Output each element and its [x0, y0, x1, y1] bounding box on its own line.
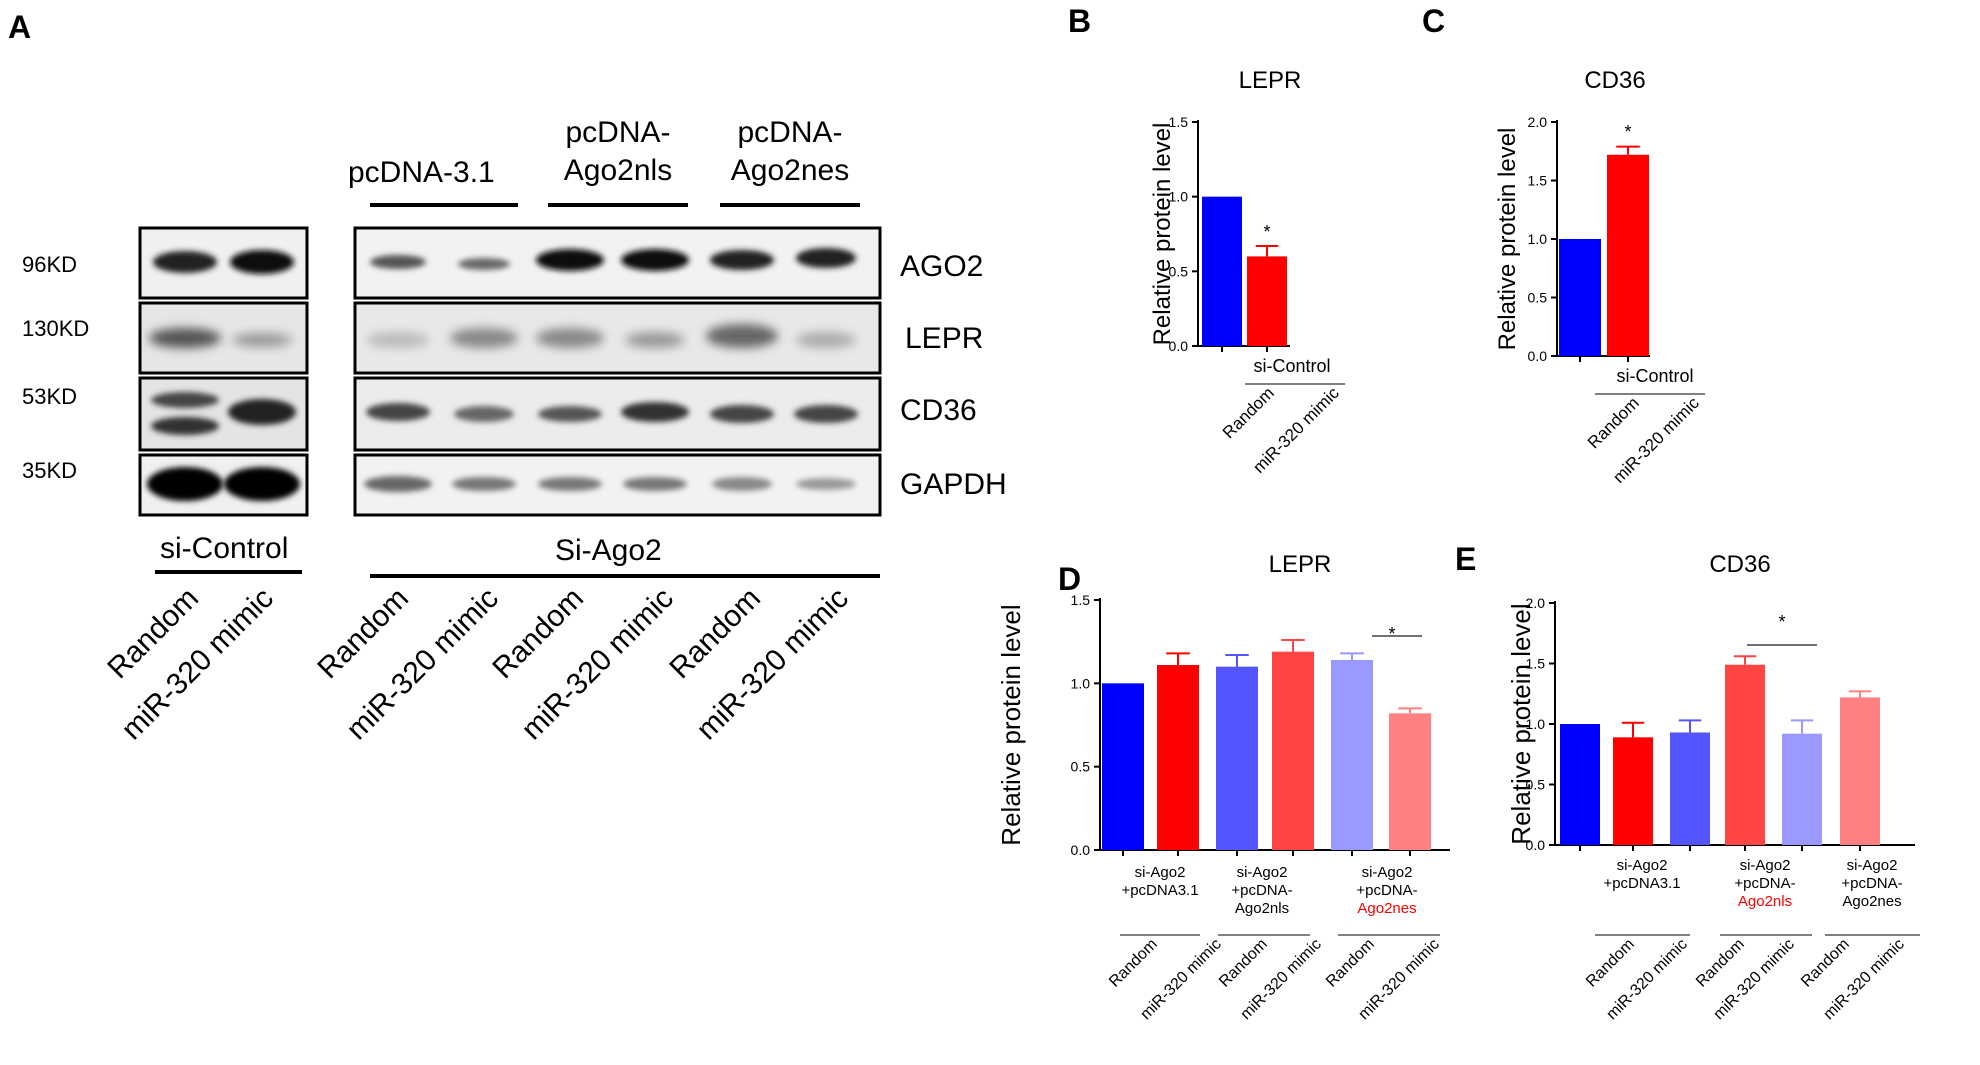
y-tick-label: 1.5 — [1526, 656, 1546, 672]
group-label: si-Control — [1616, 366, 1693, 386]
mw-label-96kd: 96KD — [22, 252, 77, 277]
category-label: Random — [1798, 936, 1853, 991]
y-tick-label: 0.0 — [1528, 348, 1548, 364]
mw-label-130kd: 130KD — [22, 316, 89, 341]
category-label: Random — [1219, 383, 1278, 442]
bar — [1613, 737, 1653, 845]
y-tick-label: 0.5 — [1528, 290, 1548, 306]
y-tick-label: 1.5 — [1169, 114, 1189, 130]
category-label: Random — [1106, 936, 1161, 991]
y-tick-label: 1.0 — [1169, 189, 1189, 205]
bar — [1157, 665, 1199, 850]
significance-star: * — [1263, 222, 1270, 242]
y-tick-label: 1.0 — [1071, 675, 1091, 691]
panel-letter-e: E — [1455, 541, 1476, 577]
chart-title: CD36 — [1709, 551, 1770, 578]
bar — [1725, 664, 1765, 845]
blot-right — [353, 226, 882, 517]
bar — [1559, 239, 1601, 356]
y-tick-label: 1.5 — [1071, 592, 1091, 608]
y-tick-label: 0.0 — [1169, 338, 1189, 354]
lane-label: miR-320 mimic — [340, 582, 505, 747]
chart-title: LEPR — [1239, 67, 1302, 94]
bar — [1840, 697, 1880, 845]
panel-letter-d: D — [1058, 561, 1081, 597]
y-tick-label: 2.0 — [1526, 595, 1546, 611]
y-tick-label: 1.0 — [1528, 231, 1548, 247]
blot-left — [138, 226, 309, 517]
group-label: si-Ago2 +pcDNA-Ago2nls — [1734, 857, 1795, 910]
y-tick-label: 1.0 — [1526, 716, 1546, 732]
protein-label-gapdh: GAPDH — [900, 468, 1007, 501]
bar — [1331, 660, 1373, 850]
protein-label-lepr: LEPR — [905, 322, 983, 355]
mw-label-35kd: 35KD — [22, 458, 77, 483]
group-label: si-Control — [1253, 356, 1330, 376]
y-tick-label: 0.0 — [1071, 842, 1091, 858]
bar — [1782, 733, 1822, 845]
group-label: si-Ago2 +pcDNA-Ago2nes — [1841, 857, 1902, 910]
panel-letter-a: A — [8, 9, 31, 45]
y-tick-label: 0.0 — [1526, 837, 1546, 853]
bar — [1607, 154, 1649, 356]
bar — [1216, 666, 1258, 850]
group-label-si-control: si-Control — [160, 532, 288, 565]
bar — [1102, 683, 1144, 850]
y-tick-label: 0.5 — [1071, 759, 1091, 775]
protein-label-cd36: CD36 — [900, 394, 977, 427]
category-label: Random — [1584, 393, 1643, 452]
y-axis-label: Relative protein level — [1149, 123, 1176, 346]
significance-star: * — [1778, 612, 1785, 632]
lane-label: miR-320 mimic — [690, 582, 855, 747]
chart-d: LEPR Relative protein level 0.0 0.5 1.0 1.5 * s… — [996, 551, 1450, 1023]
panel-letter-b: B — [1068, 3, 1091, 39]
y-tick-label: 1.5 — [1528, 173, 1548, 189]
protein-label-ago2: AGO2 — [900, 250, 983, 283]
y-axis-label: Relative protein level — [1506, 603, 1536, 844]
category-label: Random — [1323, 936, 1378, 991]
bar — [1389, 713, 1431, 850]
lane-label: miR-320 mimic — [515, 582, 680, 747]
header-pcdna31: pcDNA-3.1 — [348, 156, 495, 189]
category-label: Random — [1583, 936, 1638, 991]
header-pcdna-ago2nls-text: pcDNA-Ago2nls — [564, 116, 672, 187]
mw-label-53kd: 53KD — [22, 384, 77, 409]
group-label: si-Ago2 +pcDNA3.1 — [1603, 857, 1680, 892]
bar — [1272, 651, 1314, 850]
y-tick-label: 2.0 — [1528, 114, 1548, 130]
group-label: si-Ago2 +pcDNA-Ago2nls — [1231, 864, 1292, 917]
group-label: si-Ago2 +pcDNA-Ago2nes — [1356, 864, 1417, 917]
header-pcdna-ago2nes-text: pcDNA-Ago2nes — [731, 116, 849, 187]
panel-letter-c: C — [1422, 3, 1445, 39]
chart-title: LEPR — [1269, 551, 1332, 578]
bar — [1560, 724, 1600, 845]
bar — [1670, 732, 1710, 845]
group-label-si-ago2: Si-Ago2 — [555, 534, 662, 567]
group-label: si-Ago2 +pcDNA3.1 — [1121, 864, 1198, 899]
western-blot: pcDNA-3.1 96KD 130KD 53KD 35KD AGO2 LEPR… — [22, 116, 1007, 746]
y-tick-label: 0.5 — [1169, 263, 1189, 279]
bar — [1202, 196, 1242, 346]
chart-title: CD36 — [1584, 67, 1645, 94]
significance-star: * — [1624, 122, 1631, 142]
chart-c: CD36 Relative protein level 0.0 0.5 1.0 1.5 2.… — [1494, 67, 1705, 487]
y-axis-label: Relative protein level — [996, 604, 1026, 845]
significance-star: * — [1388, 624, 1395, 644]
y-tick-label: 0.5 — [1526, 777, 1546, 793]
bar — [1247, 256, 1287, 346]
category-label: Random — [1216, 936, 1271, 991]
y-axis-label: Relative protein level — [1494, 128, 1521, 351]
